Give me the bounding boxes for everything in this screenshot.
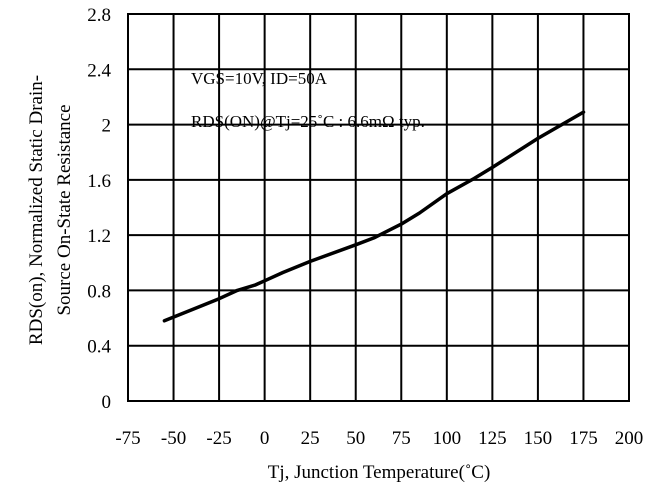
- y-tick-label: 1.2: [87, 226, 111, 247]
- x-axis-ticks: -75 -50 -25 0 25 50 75 100 125 150 175 200: [115, 428, 643, 449]
- y-tick-label: 2.8: [87, 5, 111, 26]
- x-tick-label: 50: [346, 428, 365, 449]
- x-tick-label: 25: [301, 428, 320, 449]
- x-tick-label: -50: [161, 428, 186, 449]
- x-axis-title: Tj, Junction Temperature(˚C): [268, 462, 491, 483]
- x-tick-label: 175: [569, 428, 598, 449]
- x-tick-label: 200: [615, 428, 644, 449]
- y-axis-title-line2: Source On-State Resistance: [54, 104, 75, 315]
- y-tick-label: 2: [102, 116, 112, 137]
- y-tick-label: 2.4: [87, 60, 111, 81]
- y-axis-title-line1: RDS(on), Normalized Static Drain-: [26, 75, 47, 345]
- x-tick-label: 0: [260, 428, 270, 449]
- x-tick-label: 125: [478, 428, 507, 449]
- plot-area-frame: [127, 13, 630, 402]
- x-tick-label: -25: [206, 428, 231, 449]
- annotation-conditions: VGS=10V, ID=50A: [191, 69, 328, 88]
- y-tick-label: 0: [102, 392, 112, 413]
- x-tick-label: 150: [524, 428, 553, 449]
- x-tick-label: -75: [115, 428, 140, 449]
- x-tick-label: 75: [392, 428, 411, 449]
- x-tick-label: 100: [433, 428, 462, 449]
- y-axis-ticks: 0 0.4 0.8 1.2 1.6 2 2.4 2.8: [87, 5, 111, 413]
- y-tick-label: 0.4: [87, 337, 111, 358]
- annotation-rds-typ: RDS(ON)@Tj=25˚C : 6.6mΩ typ.: [191, 112, 425, 131]
- y-tick-label: 0.8: [87, 281, 111, 302]
- series-line: [162, 110, 586, 323]
- y-tick-label: 1.6: [87, 171, 111, 192]
